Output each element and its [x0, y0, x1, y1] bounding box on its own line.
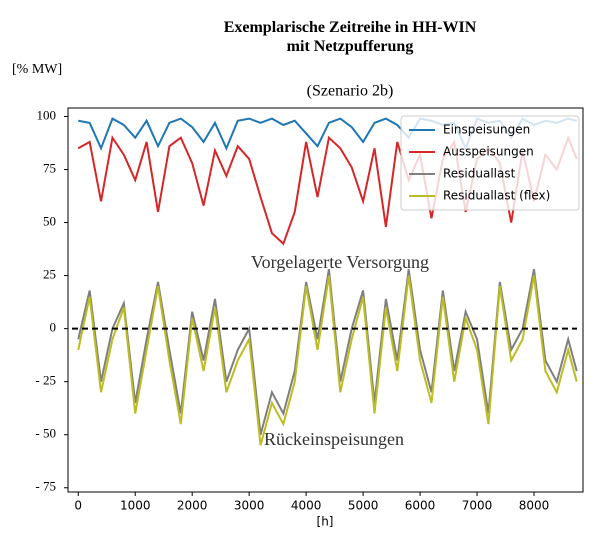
annotation: Vorgelagerte Versorgung [251, 252, 429, 272]
legend-label: Residuallast [443, 167, 516, 181]
x-tick-label: 2000 [177, 499, 208, 513]
plot-frame [67, 107, 584, 493]
x-tick-label: 3000 [234, 499, 265, 513]
y-tick-label: - 75 [35, 479, 56, 494]
x-tick-label: 0 [74, 499, 82, 513]
y-tick-label: - 50 [35, 426, 56, 441]
annotation: Rückeinspeisungen [264, 429, 404, 449]
series-line [77, 275, 578, 446]
x-tick-label: 7000 [462, 499, 493, 513]
chart-title: Exemplarische Zeitreihe in HH-WIN mit Ne… [223, 19, 477, 55]
y-tick-label: 25 [43, 267, 56, 282]
x-tick-label: 6000 [405, 499, 436, 513]
x-tick-label: 4000 [291, 499, 322, 513]
legend-box [400, 115, 580, 211]
y-tick-label: 50 [43, 214, 56, 229]
subtitle: (Szenario 2b) [307, 83, 394, 100]
y-tick-label: 0 [50, 320, 57, 335]
y-tick-label: 100 [37, 107, 57, 122]
y-tick-label: 75 [43, 161, 56, 176]
x-axis-label: [h] [317, 515, 334, 529]
y-tick-label: - 25 [35, 373, 56, 388]
x-tick-label: 8000 [519, 499, 550, 513]
legend-label: Einspeisungen [443, 123, 530, 137]
y-axis-label: [% MW] [12, 62, 62, 77]
x-tick-label: 5000 [348, 499, 379, 513]
legend-label: Residuallast (flex) [443, 189, 550, 203]
legend-label: Ausspeisungen [443, 145, 534, 159]
x-tick-label: 1000 [120, 499, 151, 513]
